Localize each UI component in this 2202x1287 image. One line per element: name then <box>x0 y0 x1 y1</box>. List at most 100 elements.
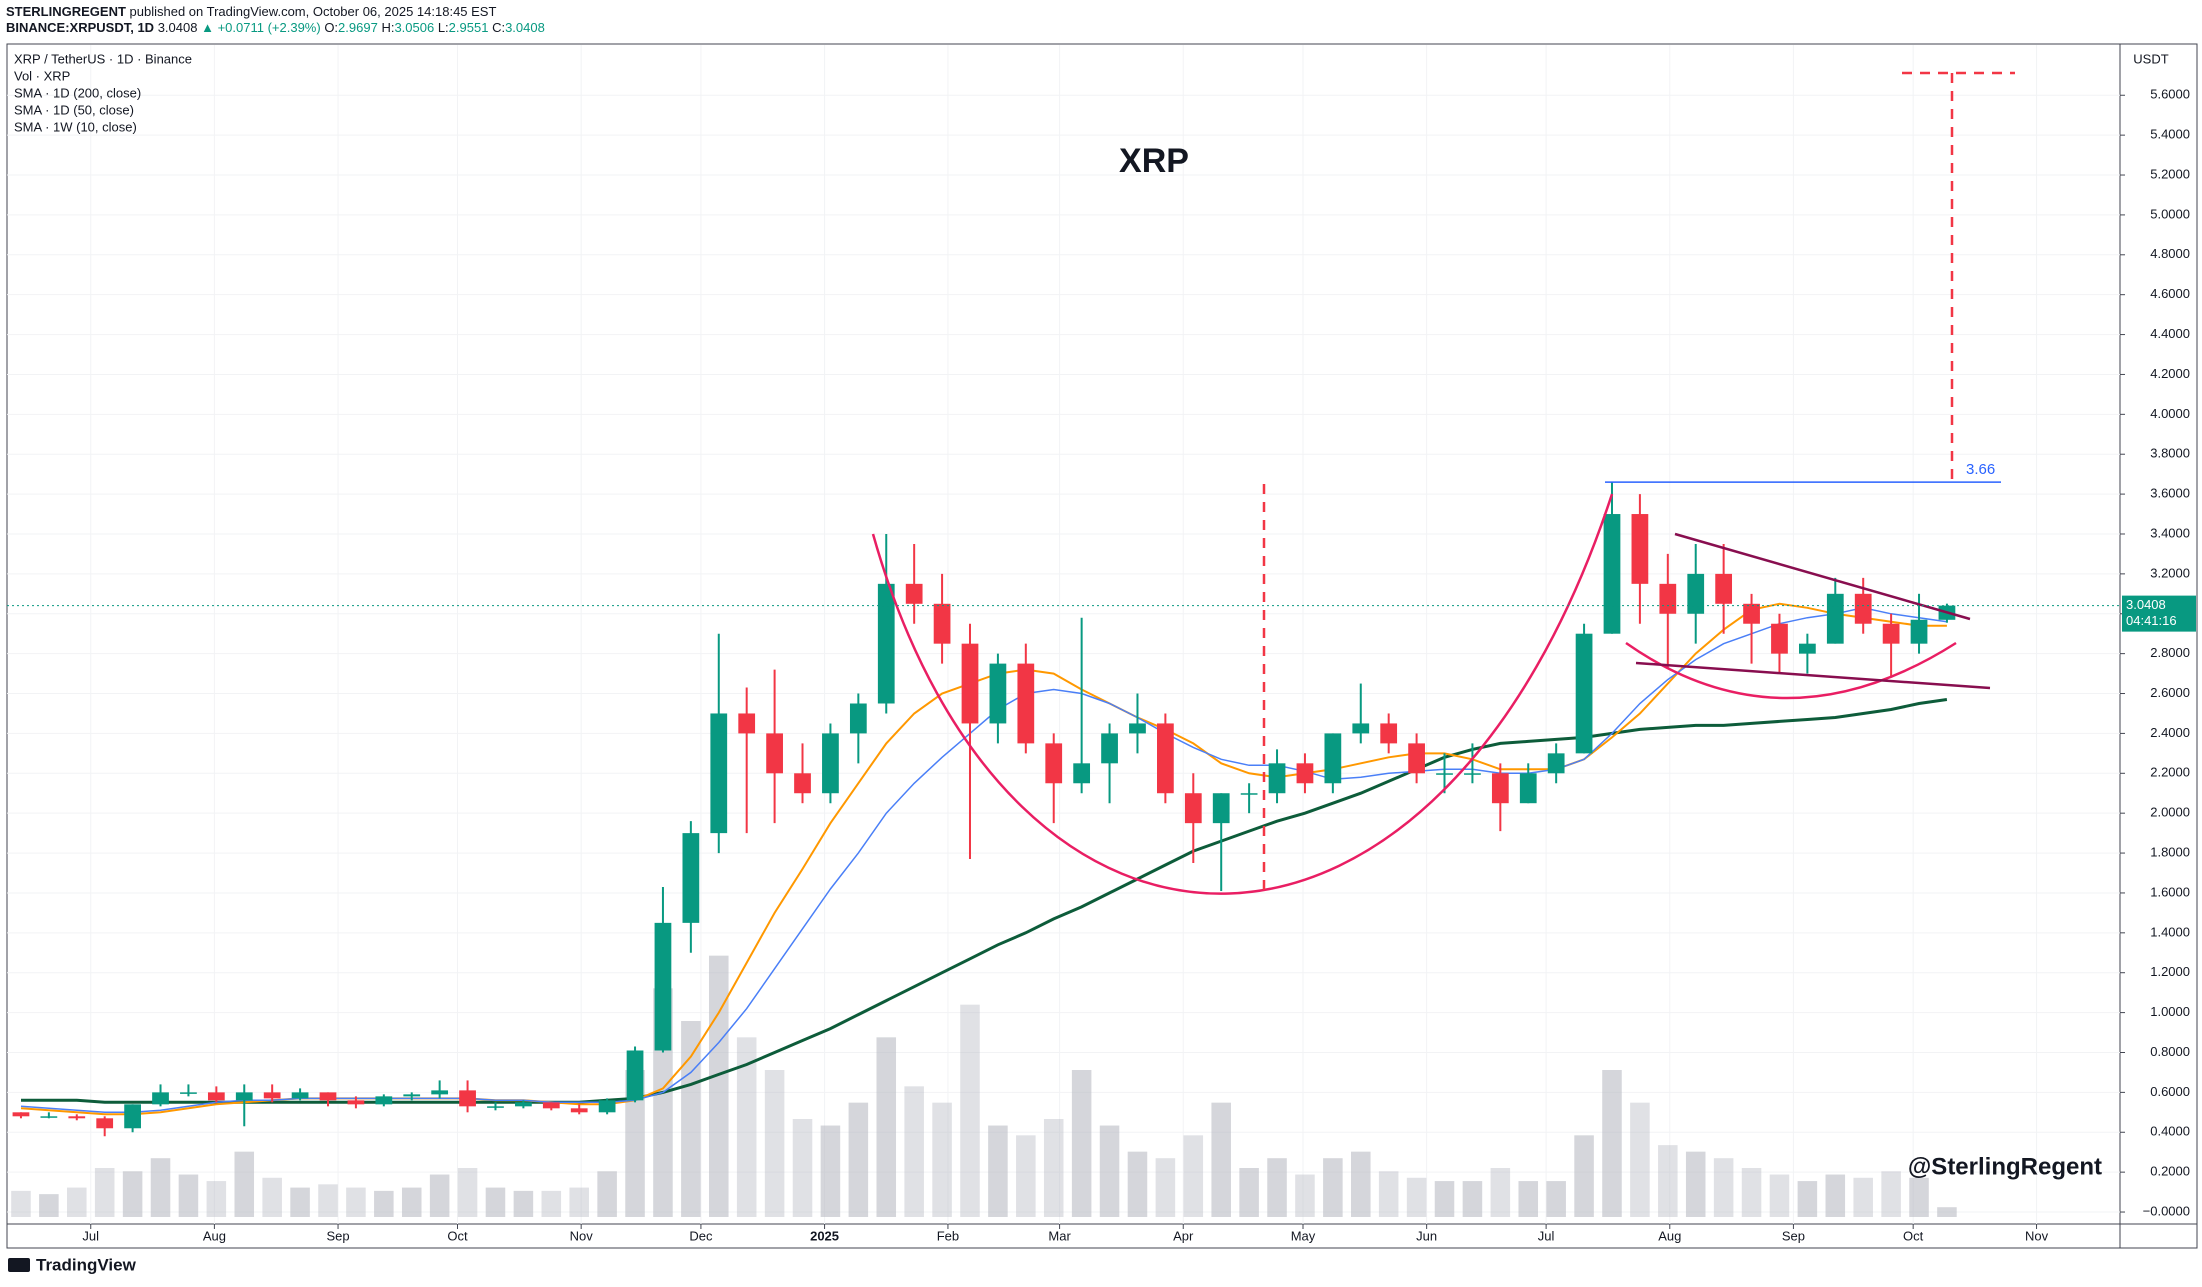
volume-bar <box>457 1168 478 1217</box>
volume-bar <box>39 1194 59 1217</box>
candle-body <box>1464 773 1481 775</box>
lower-trendline <box>1635 661 1991 690</box>
y-tick-label: 3.2000 <box>2150 565 2190 580</box>
y-tick-label: 5.6000 <box>2150 87 2190 102</box>
volume-bar <box>764 1070 785 1217</box>
candle-body <box>459 1090 476 1107</box>
volume-bar <box>1797 1181 1818 1217</box>
volume-bar <box>206 1181 227 1217</box>
volume-bar <box>346 1187 366 1217</box>
volume-bar <box>401 1187 422 1217</box>
volume-bar <box>1016 1135 1036 1217</box>
ohlc-key: L: <box>438 20 449 35</box>
candle-body <box>1017 663 1035 744</box>
x-tick-label: Oct <box>1903 1228 1924 1243</box>
x-tick-label: Feb <box>937 1228 959 1243</box>
candle-body <box>1547 753 1565 774</box>
x-tick-label: Aug <box>1658 1228 1681 1243</box>
volume-bar <box>1602 1070 1622 1217</box>
candle-body <box>1129 723 1146 734</box>
volume-bar <box>792 1119 813 1217</box>
countdown-label: 04:41:16 <box>2126 613 2177 628</box>
volume-bar <box>1546 1181 1566 1217</box>
y-tick-label: 3.6000 <box>2150 486 2190 501</box>
candle-body <box>235 1092 253 1101</box>
brand: TradingView <box>8 1255 137 1274</box>
candle-body <box>1910 619 1928 644</box>
sma-line <box>21 698 1948 1104</box>
candle-body <box>180 1092 197 1094</box>
candle-body <box>1324 733 1342 784</box>
legend: XRP / TetherUS · 1D · Binance Vol · XRP … <box>14 51 192 134</box>
x-tick-label: Aug <box>203 1228 226 1243</box>
candle-body <box>487 1106 504 1108</box>
candle-body <box>347 1100 365 1105</box>
candle-body <box>1631 514 1649 584</box>
y-tick-label: 0.6000 <box>2150 1084 2190 1099</box>
candle-body <box>124 1104 141 1129</box>
y-tick-label: 3.8000 <box>2150 446 2190 461</box>
candle-body <box>1296 763 1314 784</box>
volume-bar <box>1881 1171 1901 1217</box>
volume-bar <box>374 1190 394 1217</box>
x-tick-label: Jul <box>1538 1228 1555 1243</box>
last-price-box <box>2122 595 2196 632</box>
y-tick-label: 1.8000 <box>2150 845 2190 860</box>
candle-body <box>1380 723 1398 744</box>
candle-body <box>68 1116 86 1119</box>
candle-body <box>1157 723 1174 794</box>
y-tick-label: 2.6000 <box>2150 685 2190 700</box>
x-tick-label: May <box>1291 1228 1316 1243</box>
y-tick-label: 1.4000 <box>2150 924 2190 939</box>
y-tick-label: 2.2000 <box>2150 765 2190 780</box>
candle-body <box>570 1108 588 1113</box>
y-tick-label: 2.0000 <box>2150 805 2190 820</box>
volume-bar <box>541 1190 562 1217</box>
candle-body <box>877 583 895 704</box>
y-tick-label: 0.2000 <box>2150 1164 2190 1179</box>
volume-bar <box>1769 1174 1790 1217</box>
candle-body <box>1352 723 1370 734</box>
volume-bar <box>1211 1102 1231 1217</box>
volume-bar <box>1462 1181 1483 1217</box>
volume-bar <box>1741 1168 1762 1217</box>
candle-body <box>319 1092 337 1101</box>
candle-body <box>40 1116 58 1118</box>
volume-bar <box>178 1174 199 1217</box>
legend-volume: Vol · XRP <box>14 68 70 83</box>
symbol: BINANCE:XRPUSDT, 1D <box>6 20 154 35</box>
volume-bar <box>736 1037 757 1217</box>
ohlc-value: 2.9551 <box>449 20 489 35</box>
volume-bar <box>1685 1151 1706 1217</box>
candle-body <box>1771 623 1788 654</box>
candle-body <box>766 733 783 774</box>
x-tick-label: Apr <box>1173 1228 1194 1243</box>
volume-bar <box>67 1187 87 1217</box>
volume-bar <box>820 1125 841 1217</box>
x-tick-label: Nov <box>570 1228 594 1243</box>
volume-bar <box>904 1086 924 1217</box>
legend-symbol: XRP / TetherUS · 1D · Binance <box>14 51 192 66</box>
ohlc-key: H: <box>381 20 394 35</box>
volume-bar <box>1434 1181 1455 1217</box>
candle-body <box>1799 643 1816 654</box>
volume-bar <box>1937 1207 1957 1217</box>
volume-bar <box>1155 1158 1176 1217</box>
legend-entry: SMA · 1D (50, close) <box>14 102 134 117</box>
candle-body <box>1212 793 1230 824</box>
volume-bar <box>1351 1151 1371 1217</box>
volume-bar <box>988 1125 1008 1217</box>
sma-line <box>20 607 1948 1114</box>
volume-bar <box>1043 1119 1064 1217</box>
y-tick-label: 4.6000 <box>2150 286 2190 301</box>
volume-bar <box>1099 1125 1120 1217</box>
drawings <box>871 71 2015 895</box>
volume-bar <box>234 1151 255 1217</box>
x-tick-label: Sep <box>326 1228 349 1243</box>
x-tick-label: Jul <box>82 1228 99 1243</box>
volume-bar <box>1825 1174 1846 1217</box>
volume-bar <box>876 1037 897 1217</box>
y-tick-label: 1.0000 <box>2150 1004 2190 1019</box>
